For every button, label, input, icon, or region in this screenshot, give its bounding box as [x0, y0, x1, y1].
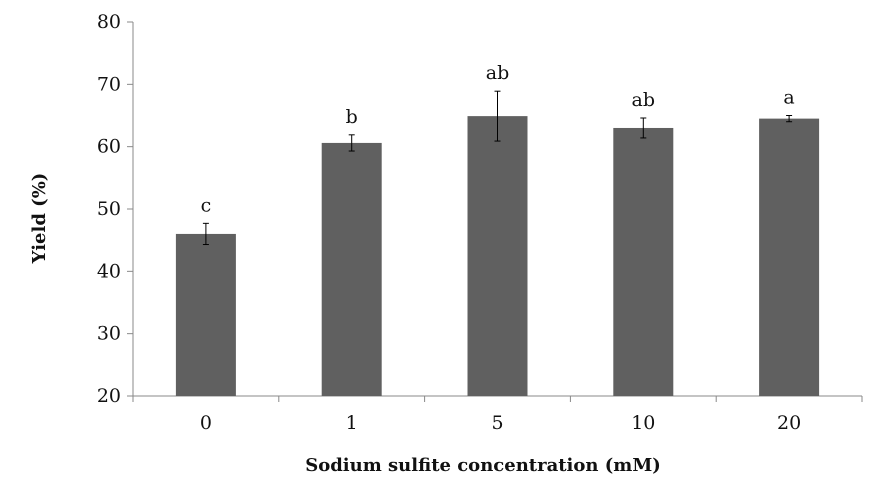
- bar: [759, 118, 820, 396]
- bar: [613, 127, 674, 396]
- y-tick-label: 20: [97, 385, 121, 407]
- x-tick-label: 5: [491, 412, 503, 434]
- bar: [321, 142, 382, 396]
- y-tick-label: 60: [97, 136, 121, 158]
- x-tick-label: 10: [631, 412, 655, 434]
- axes: 20 30 40 50 60 70 80 0 1 5 10 20: [97, 11, 863, 434]
- y-tick-label: 80: [97, 11, 121, 33]
- significance-labels: c b ab ab a: [201, 62, 795, 216]
- significance-label: ab: [486, 62, 510, 84]
- y-tick-label: 30: [97, 323, 121, 345]
- significance-label: c: [201, 194, 212, 216]
- bar: [175, 233, 236, 396]
- significance-label: b: [346, 106, 358, 128]
- significance-label: a: [783, 87, 794, 109]
- bars: [175, 116, 820, 396]
- y-tick-label: 70: [97, 73, 121, 95]
- bar: [467, 116, 528, 396]
- y-tick-label: 40: [97, 260, 121, 282]
- y-axis-title: Yield (%): [29, 173, 50, 265]
- x-tick-label: 20: [777, 412, 801, 434]
- error-bars: [202, 90, 793, 246]
- x-tick-label: 1: [346, 412, 358, 434]
- x-axis-title: Sodium sulfite concentration (mM): [305, 455, 661, 476]
- y-tick-label: 50: [97, 198, 121, 220]
- significance-label: ab: [632, 89, 656, 111]
- x-tick-label: 0: [200, 412, 212, 434]
